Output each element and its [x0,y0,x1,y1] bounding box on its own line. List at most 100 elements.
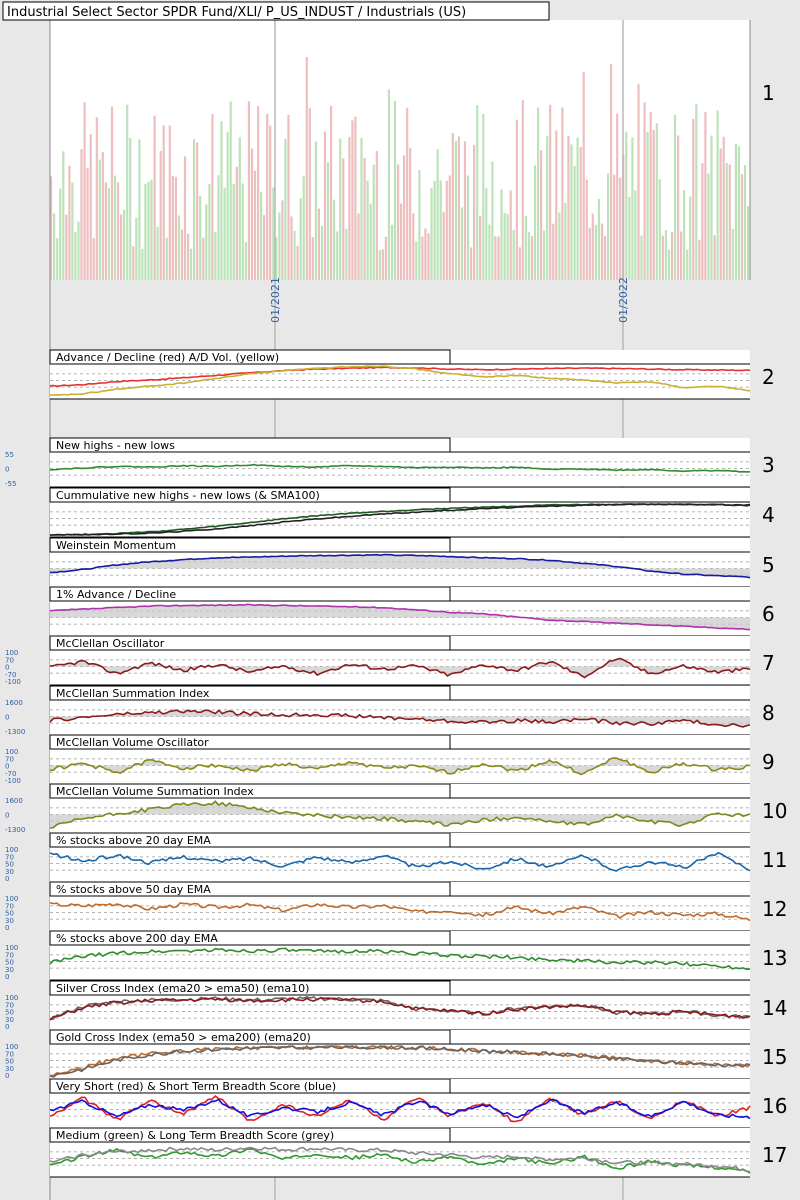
volume-bar [634,190,637,280]
volume-bar [488,224,491,280]
panel-title-box [49,437,451,453]
volume-bar [387,89,390,281]
volume-bar [442,211,445,280]
volume-bar [68,165,71,280]
volume-bar [86,167,89,280]
volume-bar [421,236,424,280]
panel-axis-label: 70 [5,656,14,664]
volume-bar [247,101,250,281]
volume-bar [327,162,330,280]
panel-series-line [49,851,751,872]
volume-bar [275,237,278,280]
volume-bar [369,203,372,280]
volume-bar [83,102,86,280]
panel-title-box [49,349,451,365]
panel-title-box [49,881,451,897]
volume-bar [348,136,351,280]
panel-number: 5 [762,553,775,577]
volume-bar [287,115,290,280]
volume-bar [518,247,521,280]
panel-title: Very Short (red) & Short Term Breadth Sc… [56,1080,336,1093]
volume-bar [439,180,442,280]
volume-bar [664,230,667,280]
panel-axis-label: 1600 [5,699,23,707]
panel-title-box [49,734,451,750]
volume-bar [168,125,171,281]
panel-axis-label: 0 [5,924,9,932]
volume-bar [470,247,473,280]
volume-bar [123,209,126,280]
volume-bar [101,152,104,280]
volume-bar [202,237,205,280]
volume-bar [342,158,345,280]
volume-bar [98,159,101,280]
volume-bar [293,230,296,280]
volume-bar [214,232,217,280]
volume-bar [497,236,500,280]
panel-title-box [49,537,451,553]
panel-axis-label: 100 [5,846,18,854]
panel-axis-label: 0 [5,973,9,981]
panel-title-box [49,783,451,799]
volume-bar [680,231,683,280]
volume-bar [381,249,384,280]
panel-fill [50,710,750,727]
volume-bar [351,120,354,281]
panel-axis-label: 100 [5,748,18,756]
volume-bar [113,175,117,280]
volume-bar [597,199,600,280]
volume-bar [530,236,534,280]
panel-fill [50,554,750,578]
volume-bar [585,179,588,280]
volume-bar [263,215,266,280]
volume-bar [728,164,731,280]
volume-bar [153,115,156,280]
panel-axis-label: 70 [5,902,14,910]
panel-number: 11 [762,848,787,872]
volume-bar [731,229,734,280]
volume-bar [561,107,564,280]
panel-axis-label: 0 [5,714,9,722]
volume-bar [503,212,506,280]
volume-bar [692,118,695,281]
panel-title-box [49,1127,451,1143]
panel-axis-label: 100 [5,895,18,903]
volume-bar [640,235,643,280]
panel-number: 1 [762,81,775,105]
panel-series-line [49,800,751,829]
panel-8: McClellan Summation Index 1600 0 -1300 8 [5,685,775,736]
volume-bar [107,188,110,280]
panel-2: Advance / Decline (red) A/D Vol. (yellow… [49,349,775,400]
panel-title: McClellan Volume Summation Index [56,785,254,798]
volume-bar [570,144,573,280]
volume-bar [141,248,144,280]
panel-axis-label: 70 [5,755,14,763]
volume-bar [302,176,305,280]
chart-title: Industrial Select Sector SPDR Fund/XLI/ … [7,5,466,20]
panel-axis-label: 0 [5,875,9,883]
volume-bar [320,226,324,280]
volume-bar [244,242,247,280]
volume-bar [716,110,719,280]
volume-bar [454,140,457,280]
panel-title: Silver Cross Index (ema20 > ema50) (ema1… [56,982,309,995]
volume-bar [558,212,561,280]
volume-bar [162,125,165,281]
volume-bar [628,196,631,280]
volume-bar [476,105,479,280]
volume-bar [415,241,418,280]
volume-bar [463,141,467,280]
volume-bar [177,215,180,280]
panel-axis-label: 70 [5,951,14,959]
volume-bar [187,233,190,280]
panel-axis-label: 0 [5,1072,9,1080]
date-label: 01/2022 [617,277,630,323]
volume-bar [619,177,622,280]
panel-axis-label: 100 [5,649,18,657]
volume-bar [719,148,722,280]
volume-bar [524,216,527,280]
panel-axis-label: -100 [5,777,21,785]
volume-bar [631,137,634,280]
